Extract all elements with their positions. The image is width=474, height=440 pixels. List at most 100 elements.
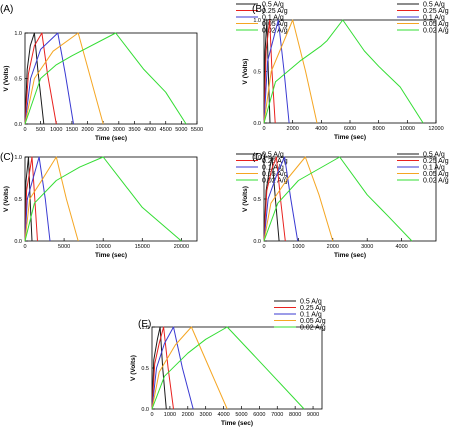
x-tick-label: 10000 [96,244,111,250]
y-tick-label: 1.0 [141,325,149,331]
y-tick-label: 0.0 [253,121,261,127]
plot-frame [24,156,198,242]
x-tick-label: 8000 [289,412,301,418]
series-line-2 [24,32,74,125]
series-line-1 [151,326,174,410]
x-tick-label: 6000 [344,126,356,132]
y-tick-label: 1.0 [253,155,261,161]
y-tick-label: 0.0 [253,239,261,245]
x-axis-title: Time (sec) [334,252,366,259]
x-tick-label: 4000 [217,412,229,418]
y-tick-label: 1.0 [14,155,22,161]
y-axis-title: V (Volts) [242,186,249,212]
chart-panel-e: 0 1000 2000 3000 4000 5000 6000 7000 8000 9000 0.0… [130,298,326,427]
legend-entry: 0.1 A/g [423,164,445,171]
x-tick-label: 1000 [50,127,62,133]
series-line-0 [263,156,280,242]
series-line-2 [263,19,290,124]
series-line-4 [24,156,182,242]
legend-entry: 0.25 A/g [300,305,326,312]
y-axis-title: V (Volts) [130,355,137,381]
legend-entry: 0.5 A/g [423,1,445,8]
x-tick-label: 500 [36,127,45,133]
x-tick-label: 0 [23,127,26,133]
panel-letter: (A) [0,4,13,15]
series-line-3 [24,156,79,242]
legend-entry: 0.5 A/g [262,151,284,158]
x-tick-label: 6000 [253,412,265,418]
legend-entry: 0.05 A/g [262,171,288,178]
y-axis-title: V (Volts) [3,186,10,212]
panel-letter: (C) [0,152,14,163]
x-tick-label: 2000 [287,126,299,132]
plot-frame [263,156,437,242]
plot-frame [151,326,323,410]
x-tick-label: 5500 [191,127,203,133]
series-line-3 [263,19,318,124]
x-tick-label: 5000 [58,244,70,250]
y-tick-label: 0.0 [141,407,149,413]
x-tick-label: 12000 [428,126,443,132]
plot-frame [263,19,437,124]
x-tick-label: 3000 [113,127,125,133]
legend-entry: 0.25 A/g [423,8,449,15]
legend: 0.5 A/g0.25 A/g0.1 A/g0.05 A/g0.02 A/g [236,1,288,34]
x-axis-title: Time (sec) [334,134,366,141]
legend-entry: 0.02 A/g [262,27,288,34]
legend-entry: 0.02 A/g [423,177,449,184]
x-tick-label: 3500 [128,127,140,133]
legend: 0.5 A/g0.25 A/g0.1 A/g0.05 A/g0.02 A/g [397,1,449,34]
series-line-3 [151,326,228,410]
series-line-2 [263,156,299,242]
y-axis-title: V (Volts) [242,59,249,85]
x-tick-label: 3000 [200,412,212,418]
legend-entry: 0.5 A/g [300,298,322,305]
x-tick-label: 4000 [315,126,327,132]
legend-entry: 0.25 A/g [262,8,288,15]
panel-letter: (B) [252,4,265,15]
legend-entry: 0.05 A/g [423,171,449,178]
series-line-0 [24,32,45,125]
y-tick-label: 0.5 [253,197,261,203]
x-axis-title: Time (sec) [95,252,127,259]
x-tick-label: 4000 [395,244,407,250]
x-tick-label: 9000 [307,412,319,418]
x-tick-label: 2000 [81,127,93,133]
panel-letter: (E) [138,319,151,330]
x-tick-label: 3000 [361,244,373,250]
y-tick-label: 0.0 [14,239,22,245]
x-tick-label: 0 [150,412,153,418]
legend-entry: 0.05 A/g [300,318,326,325]
legend-entry: 0.5 A/g [423,151,445,158]
x-tick-label: 2000 [327,244,339,250]
x-tick-label: 4000 [144,127,156,133]
legend-entry: 0.5 A/g [262,1,284,8]
y-tick-label: 1.0 [253,18,261,24]
chart-panel-d: 0 1000 2000 3000 4000 0.0 0.5 1.0 Time (sec) V (V… [242,151,449,259]
x-tick-label: 0 [262,126,265,132]
plot-frame [24,32,198,125]
y-tick-label: 1.0 [14,31,22,37]
series-line-0 [151,326,167,410]
x-tick-label: 8000 [373,126,385,132]
legend-entry: 0.25 A/g [423,158,449,165]
legend-entry: 0.05 A/g [262,21,288,28]
legend-entry: 0.1 A/g [423,14,445,21]
x-tick-label: 2000 [182,412,194,418]
series-line-2 [151,326,194,410]
chart-panel-b: 0 2000 4000 6000 8000 10000 12000 0.0 0.5 1.0 Time… [242,1,449,141]
x-tick-label: 0 [23,244,26,250]
x-tick-label: 5000 [175,127,187,133]
x-tick-label: 1000 [164,412,176,418]
series-line-0 [24,156,33,242]
x-axis-title: Time (sec) [221,420,253,427]
y-axis-title: V (Volts) [3,66,10,92]
legend-entry: 0.05 A/g [423,21,449,28]
series-line-2 [24,156,51,242]
legend: 0.5 A/g0.25 A/g0.1 A/g0.05 A/g0.02 A/g [397,151,449,184]
series-line-3 [263,156,334,242]
series-line-1 [263,156,286,242]
y-tick-label: 0.5 [14,77,22,83]
legend-entry: 0.02 A/g [300,324,326,331]
